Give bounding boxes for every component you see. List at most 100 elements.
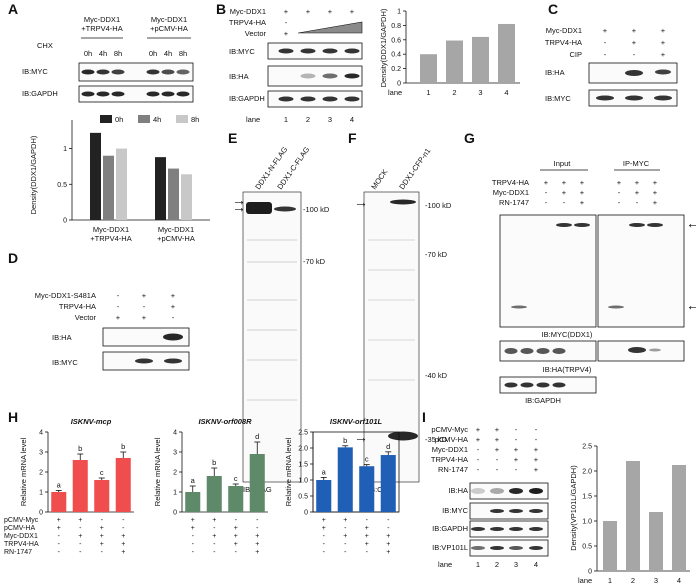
panel-h-y-tick-label: 2 [39, 470, 43, 477]
panel-i-band [490, 546, 504, 550]
panel-b-band [278, 96, 294, 102]
panel-g-band [520, 382, 534, 388]
panel-h-mark: + [234, 533, 238, 540]
panel-b-band [278, 48, 294, 54]
panel-a-time-label: 0h [84, 49, 92, 58]
panel-c-mark: - [604, 50, 607, 59]
panel-a-y-tick-label: 0 [63, 218, 67, 225]
panel-h-sig-letter: a [191, 476, 196, 485]
panel-h-mark: - [192, 549, 195, 556]
panel-a-bar [116, 148, 127, 220]
panel-h-mark: + [121, 541, 125, 548]
panel-i-mark: - [477, 445, 480, 454]
panel-h-ylabel: Relative mRNA level [19, 437, 28, 506]
panel-b-ylabel: Density(DDX1/GAPDH) [379, 8, 388, 87]
panel-f-caption: IB:CFP [368, 485, 392, 494]
panel-c-band [625, 95, 643, 101]
panel-h-frame [312, 431, 400, 513]
panel-i-chart-lane-label: lane [578, 576, 592, 585]
panel-a-group-label: Myc-DDX1 [151, 15, 187, 24]
panel-h-y-tick-label: 0 [39, 510, 43, 517]
panel-c-mark: + [632, 38, 637, 47]
panel-i-blot-label: IB:GAPDH [432, 524, 468, 533]
panel-h-mark: - [323, 549, 326, 556]
panel-g-letter: G [464, 130, 475, 146]
panel-d-mark: - [117, 291, 120, 300]
panel-f-marker: -40 kD [425, 371, 448, 380]
panel-d-blot-label: IB:HA [52, 333, 72, 342]
panel-i-y-tick-label: 1.0 [582, 519, 592, 526]
panel-b-band [344, 96, 360, 102]
panel-a-legend-label: 4h [153, 115, 161, 124]
panel-a-bar [181, 174, 192, 220]
panel-h-bar [249, 454, 265, 512]
panel-h-sig-letter: d [255, 432, 259, 441]
panel-h-mark: - [323, 541, 326, 548]
panel-i-band [529, 509, 543, 513]
panel-h-mark: - [122, 525, 125, 532]
panel-a-band [146, 69, 160, 75]
panel-a-legend-swatch [176, 115, 188, 123]
panel-i-chart-lane: 4 [677, 576, 681, 585]
panel-a-legend-swatch [138, 115, 150, 123]
panel-h-mark: - [323, 533, 326, 540]
panel-h-sig-letter: c [100, 468, 104, 477]
panel-a-cond-label: CHX [37, 41, 53, 50]
panel-g-mark: - [636, 198, 639, 207]
panel-i-band [509, 527, 523, 531]
panel-h-sig-letter: d [386, 442, 390, 451]
panel-g-mark: - [618, 188, 621, 197]
panel-b-lane-label: lane [246, 115, 260, 124]
panel-g-band [520, 348, 534, 354]
panel-e-letter: E [228, 130, 237, 146]
panel-h-y-tick-label: 0 [304, 510, 308, 517]
panel-h-row-label: pCMV-Myc [4, 517, 39, 524]
panel-b-row-label: TRPV4-HA [229, 18, 266, 27]
panel-a-band [176, 69, 190, 75]
panel-h-mark: - [213, 525, 216, 532]
panel-i-band [471, 546, 485, 550]
panel-h-bar [51, 492, 67, 512]
panel-b-chart-lane-label: lane [388, 88, 402, 97]
panel-h-bar [337, 447, 353, 512]
panel-c-mark: - [604, 38, 607, 47]
panel-i-y-tick-label: 2.0 [582, 469, 592, 476]
panel-h-mark: + [365, 541, 369, 548]
panel-g-mark: + [580, 188, 585, 197]
panel-f-lane-label: DDX1-CFP-n1 [397, 146, 432, 191]
panel-g-ip-blot [597, 214, 685, 328]
panel-h-bar [316, 480, 332, 512]
panel-g-blot-label: IB:GAPDH [525, 396, 561, 405]
panel-c-row-label: TRPV4-HA [545, 38, 582, 47]
panel-a-blot-label: IB:MYC [22, 67, 48, 76]
panel-f-marker: -100 kD [425, 201, 452, 210]
panel-f-letter: F [348, 130, 357, 146]
panel-h-mark: - [235, 549, 238, 556]
panel-g-arrow: ← [686, 297, 696, 313]
panel-b-y-tick-label: 0.2 [391, 66, 401, 73]
panel-f-lane-label: MOCK [369, 168, 389, 192]
panel-d-blot-label: IB:MYC [52, 358, 78, 367]
panel-a-ylabel: Density(DDX1/GAPDH) [29, 135, 38, 214]
panel-a-blot-label: IB:GAPDH [22, 89, 58, 98]
panel-a-group-label: +TRPV4-HA [81, 24, 122, 33]
panel-g-mark: + [562, 188, 567, 197]
panel-e-marker: -70 kD [303, 257, 326, 266]
panel-a-time-label: 4h [99, 49, 107, 58]
panel-b-blot-label: IB:GAPDH [229, 94, 265, 103]
panel-b-band [300, 73, 316, 79]
panel-g-mark: + [653, 178, 658, 187]
panel-d-band [163, 333, 183, 341]
panel-g-band [556, 223, 572, 227]
panel-b-bar [420, 54, 437, 83]
panel-b-blot-label: IB:HA [229, 72, 249, 81]
panel-a-band [111, 69, 125, 75]
panel-g-mark: - [563, 198, 566, 207]
panel-b-row-label: Vector [245, 29, 267, 38]
panel-i-band [509, 488, 523, 494]
panel-b-mark: + [328, 7, 333, 16]
panel-d-mark: - [143, 302, 146, 311]
panel-h-mark: + [78, 517, 82, 524]
panel-h-sig-letter: b [121, 442, 125, 451]
